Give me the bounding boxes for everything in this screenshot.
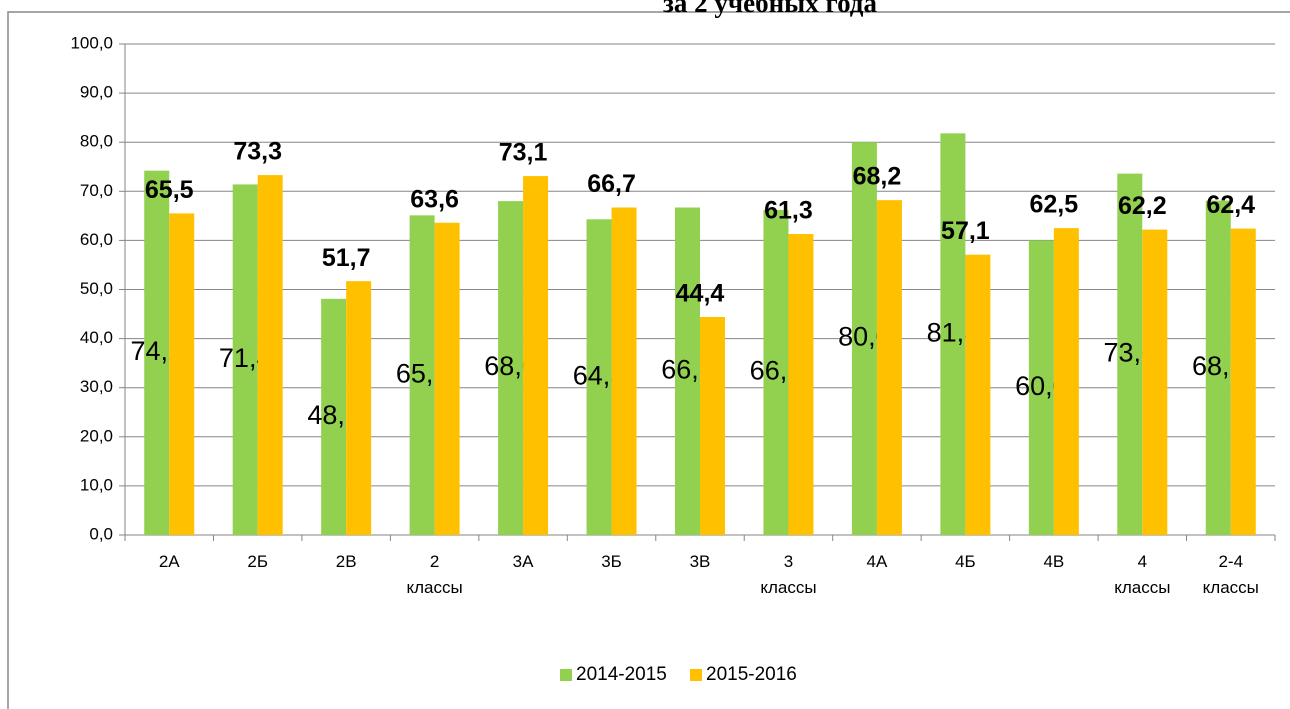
bar	[1142, 229, 1168, 535]
value-label: 62,4	[1206, 191, 1255, 219]
bar	[409, 215, 435, 535]
bar	[321, 298, 347, 535]
x-tick-label: 4В	[1043, 552, 1064, 571]
bar	[1053, 228, 1079, 535]
legend-swatch	[560, 669, 572, 681]
bar	[1028, 240, 1054, 535]
value-label: 62,2	[1118, 192, 1167, 220]
bar	[763, 209, 789, 535]
bar	[257, 175, 283, 536]
x-tick-label: 3 классы	[760, 552, 816, 597]
bar	[675, 207, 700, 536]
y-tick-label: 30,0	[80, 377, 113, 396]
bar	[788, 234, 814, 535]
y-tick-label: 0,0	[89, 524, 113, 543]
x-tick-label: 3А	[513, 552, 534, 571]
bar	[434, 222, 460, 535]
bar	[1205, 200, 1231, 535]
x-tick-label: 2В	[336, 552, 357, 571]
bar	[523, 176, 549, 536]
bar	[1230, 228, 1256, 535]
bar	[586, 219, 612, 536]
bar	[232, 184, 258, 535]
value-label: 68,2	[853, 163, 902, 191]
bar	[169, 213, 195, 535]
bar	[498, 201, 524, 535]
bar	[611, 207, 637, 536]
x-tick-label: 2Б	[247, 552, 268, 571]
chart-title: за 2 учебных года	[663, 0, 877, 18]
x-tick-label: 3В	[690, 552, 711, 571]
value-label: 73,3	[233, 138, 282, 166]
bar	[965, 254, 991, 536]
y-tick-label: 80,0	[80, 132, 113, 151]
y-tick-label: 20,0	[80, 426, 113, 445]
y-tick-label: 10,0	[80, 475, 113, 494]
bar	[144, 170, 170, 536]
y-tick-label: 50,0	[80, 279, 113, 298]
legend-label: 2015-2016	[706, 664, 797, 685]
value-label: 63,6	[410, 185, 459, 213]
y-tick-label: 100,0	[70, 33, 113, 52]
legend-swatch	[690, 669, 702, 681]
bar	[876, 200, 902, 535]
y-tick-label: 70,0	[80, 181, 113, 200]
legend-label: 2014-2015	[576, 664, 667, 685]
value-label: 61,3	[764, 197, 813, 225]
bar	[700, 316, 725, 535]
value-label: 57,1	[941, 217, 990, 245]
x-tick-label: 2-4 классы	[1203, 552, 1259, 597]
x-tick-label: 4Б	[955, 552, 976, 571]
value-label: 51,7	[322, 244, 371, 272]
x-tick-label: 4А	[867, 552, 888, 571]
value-label: 65,5	[145, 176, 194, 204]
bar	[851, 142, 877, 535]
x-tick-label: 3Б	[601, 552, 622, 571]
y-tick-label: 90,0	[80, 83, 113, 102]
value-label: 73,1	[499, 139, 548, 167]
chart-frame	[7, 11, 1290, 709]
value-label: 62,5	[1030, 191, 1079, 219]
value-label: 44,4	[676, 280, 725, 308]
bar	[346, 281, 372, 535]
x-tick-label: 2А	[159, 552, 180, 571]
value-label: 66,7	[587, 170, 636, 198]
x-tick-label: 2 классы	[406, 552, 462, 597]
bar	[1117, 173, 1143, 535]
y-tick-label: 60,0	[80, 230, 113, 249]
x-tick-label: 4 классы	[1114, 552, 1170, 597]
y-tick-label: 40,0	[80, 328, 113, 347]
bar	[940, 133, 966, 535]
